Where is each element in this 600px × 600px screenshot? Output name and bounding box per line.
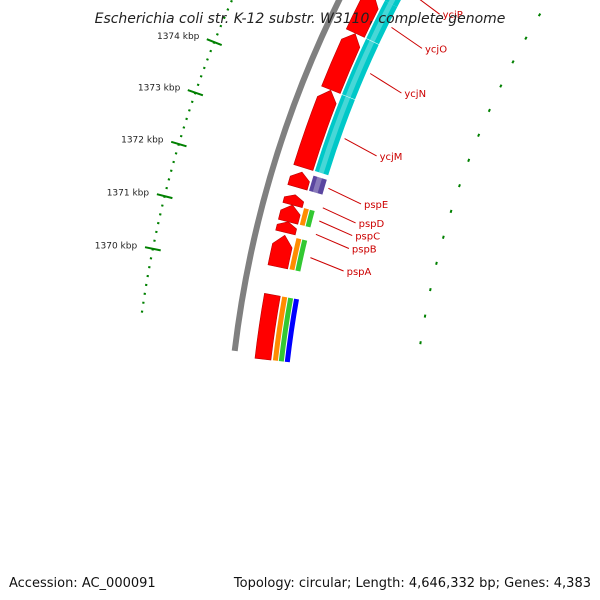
cog-band-pspE [309, 175, 327, 195]
gene-arrow-ycjM [293, 89, 337, 171]
gene-arrow-upstream [254, 293, 281, 361]
gene-label-leader [419, 0, 440, 15]
gene-labels: pspApspBpspCpspDpspEycjMycjNycjOycjPycjQ… [310, 0, 463, 278]
gene-arrow-pspD [282, 194, 305, 208]
scale-tick [144, 246, 161, 252]
gene-label: pspC [355, 232, 380, 243]
scale-tick [156, 193, 173, 200]
cog-band-pspA [289, 238, 302, 271]
cog-ring [272, 0, 401, 363]
gene-label-leader [328, 187, 362, 205]
gene-track [254, 0, 384, 361]
cog-band-ycjM [314, 94, 355, 176]
scale-tick-label: 1371 kbp [107, 188, 150, 198]
genome-backbone [231, 0, 343, 352]
gene-label: pspD [359, 219, 385, 230]
cog-band-pspC [299, 208, 309, 226]
gene-label-leader [391, 26, 423, 49]
gene-label: ycjP [443, 10, 463, 21]
gene-arrow-pspA [267, 234, 293, 270]
cog-band-upstream [278, 297, 294, 362]
scale-tick [170, 140, 187, 148]
accession-label: Accession: AC_000091 [9, 576, 156, 591]
scale-tick [206, 38, 223, 47]
gene-label-leader [319, 220, 353, 237]
gene-label-leader [315, 233, 350, 249]
scale-tick-label: 1374 kbp [157, 32, 200, 42]
cog-band-highlight [318, 96, 351, 174]
cog-band-pspC [305, 209, 315, 228]
gene-label: ycjN [404, 89, 426, 100]
scale-tick-label: 1373 kbp [138, 84, 181, 94]
gene-arrow-ycjN [321, 33, 361, 94]
gene-label: pspB [352, 245, 377, 256]
cog-band-ycjN [342, 38, 379, 100]
gene-label-leader [369, 73, 402, 94]
cog-band-upstream [284, 298, 299, 363]
kbp-labels: 1370 kbp 1371 kbp 1372 kbp 1373 kbp 1374 kbp… [95, 32, 200, 252]
gene-arrow-pspB [275, 221, 297, 236]
gene-label-leader [344, 138, 377, 157]
gene-label: ycjO [425, 44, 447, 55]
cog-band-upstream [272, 296, 288, 361]
gene-label: ycjM [380, 152, 403, 163]
scale-ticks [140, 0, 550, 345]
gene-arrow-pspC [278, 204, 301, 225]
cog-band-pspA [295, 239, 308, 272]
cog-band-highlight [345, 40, 375, 98]
cog-band-highlight [369, 2, 393, 43]
map-title: Escherichia coli str. K-12 substr. W3110… [95, 11, 506, 27]
backbone [231, 0, 343, 352]
cog-band-highlight [388, 0, 396, 5]
cog-band-ycjP [384, 0, 401, 8]
cog-band-highlight [312, 176, 323, 194]
gene-label-leader [322, 207, 356, 224]
topology-label: Topology: circular; Length: 4,646,332 bp… [233, 576, 591, 591]
gene-arrow-ycjO [345, 0, 379, 38]
gene-label: pspE [364, 200, 388, 211]
gene-label-leader [310, 257, 344, 272]
gene-label: pspA [347, 267, 372, 278]
scale-tick [187, 89, 204, 97]
gene-arrow-pspE [287, 171, 310, 191]
cog-band-ycjO [366, 0, 398, 45]
scale-tick-label: 1372 kbp [121, 136, 164, 146]
scale-tick-label: 1370 kbp [95, 242, 138, 252]
